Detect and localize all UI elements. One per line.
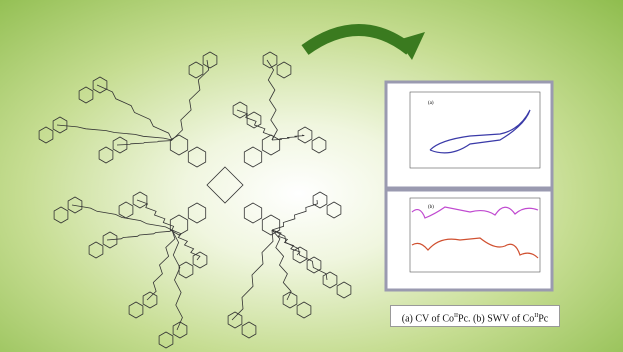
ring <box>54 207 68 223</box>
chain <box>272 135 304 140</box>
ring <box>39 127 53 143</box>
panel-label: (b) <box>428 205 434 210</box>
swv-panel: (b) <box>386 190 552 290</box>
chain <box>237 110 274 140</box>
ring <box>263 52 277 68</box>
ring <box>170 135 187 155</box>
caption-text: (a) CV of Co <box>402 313 454 324</box>
ring <box>244 203 261 223</box>
ring <box>327 202 341 218</box>
ring <box>79 87 93 103</box>
ring <box>133 192 147 208</box>
panel-label: (a) <box>428 101 434 106</box>
chain <box>172 230 182 330</box>
ring <box>193 252 207 268</box>
ring <box>337 282 351 298</box>
core <box>207 167 243 203</box>
ring <box>233 102 247 118</box>
chain <box>147 230 175 300</box>
molecule <box>39 52 351 348</box>
chain <box>272 200 317 230</box>
artwork: (a) (b) <box>0 0 623 352</box>
ring <box>242 322 256 338</box>
ring <box>68 197 82 213</box>
ring <box>159 332 173 348</box>
ring <box>312 137 326 153</box>
ring <box>93 77 107 93</box>
ring <box>89 242 103 258</box>
chain <box>232 230 273 320</box>
ring <box>179 262 193 278</box>
chain <box>272 230 327 280</box>
ring <box>297 302 311 318</box>
ring <box>298 127 312 143</box>
chain <box>97 85 172 140</box>
chain <box>117 140 172 145</box>
caption-text: Pc <box>538 313 548 324</box>
ring <box>129 302 143 318</box>
caption-text: Pc. (b) SWV of Co <box>458 313 534 324</box>
ring <box>143 292 157 308</box>
chain <box>172 230 200 260</box>
ring <box>244 147 261 167</box>
ring <box>173 322 187 338</box>
arrow-shaft <box>305 30 410 50</box>
graphical-abstract: (a) (b) (a) CV of CoIIPc. (b) SWV of CoI… <box>0 0 623 352</box>
ring <box>188 147 205 167</box>
cv-panel: (a) <box>386 82 552 188</box>
panel-frame <box>386 190 552 290</box>
ring <box>228 312 242 328</box>
ring <box>188 203 205 223</box>
ring <box>119 202 133 218</box>
caption: (a) CV of CoIIPc. (b) SWV of CoIIPc <box>390 305 560 327</box>
panel-frame <box>386 82 552 188</box>
ring <box>262 135 279 155</box>
ring <box>323 272 337 288</box>
chain <box>272 230 291 300</box>
ring <box>203 52 217 68</box>
chain <box>72 205 172 230</box>
chain <box>267 60 277 140</box>
ring <box>247 112 261 128</box>
ring <box>277 62 291 78</box>
ring <box>99 147 113 163</box>
ring <box>313 192 327 208</box>
ring <box>189 62 203 78</box>
